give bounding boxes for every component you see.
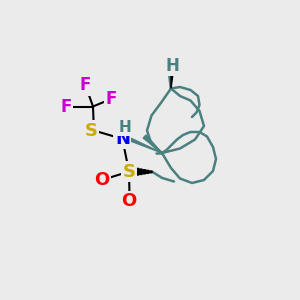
Text: H: H xyxy=(166,57,179,75)
Text: F: F xyxy=(105,90,117,108)
Polygon shape xyxy=(136,168,139,175)
Polygon shape xyxy=(146,170,149,173)
Text: O: O xyxy=(122,192,136,210)
Text: F: F xyxy=(60,98,72,116)
Polygon shape xyxy=(129,167,132,176)
Text: H: H xyxy=(118,120,131,135)
Polygon shape xyxy=(140,169,142,175)
Polygon shape xyxy=(171,66,174,88)
Polygon shape xyxy=(133,168,135,176)
Text: S: S xyxy=(85,122,98,140)
Polygon shape xyxy=(143,135,162,153)
Text: F: F xyxy=(80,76,91,94)
Polygon shape xyxy=(128,137,162,153)
Polygon shape xyxy=(149,171,152,173)
Text: O: O xyxy=(94,171,110,189)
Text: N: N xyxy=(115,130,130,148)
Polygon shape xyxy=(143,170,145,174)
Text: S: S xyxy=(122,163,136,181)
